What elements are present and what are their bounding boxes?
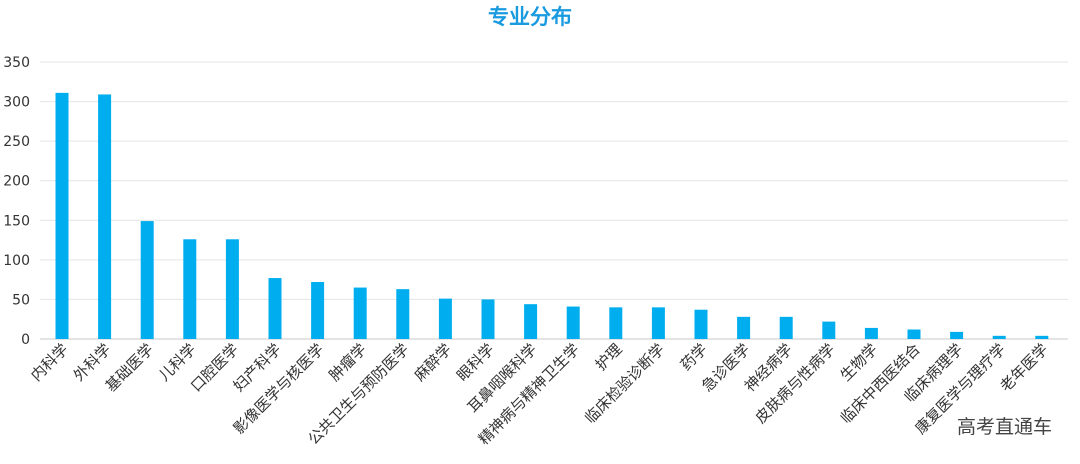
bar — [566, 306, 580, 339]
y-tick-label: 0 — [21, 332, 30, 348]
x-tick-label: 药学 — [677, 340, 711, 374]
bar — [864, 327, 878, 339]
y-axis-ticks: 0 50 100 150 200 250 300 350 — [3, 55, 30, 348]
y-tick-label: 50 — [12, 292, 30, 308]
bar — [353, 287, 367, 339]
bar — [651, 307, 665, 339]
bar — [183, 239, 197, 339]
bar — [438, 298, 452, 339]
y-tick-label: 100 — [3, 253, 30, 269]
bar — [481, 299, 495, 339]
bar — [992, 335, 1006, 339]
bar — [1035, 335, 1049, 339]
chart-title: 专业分布 — [488, 5, 572, 29]
bar — [907, 329, 921, 339]
x-tick-label: 麻醉学 — [411, 340, 456, 385]
bar — [140, 221, 154, 339]
y-tick-label: 350 — [3, 55, 30, 71]
bar — [524, 304, 538, 339]
bar — [694, 309, 708, 339]
bar — [55, 92, 69, 339]
bar — [822, 321, 836, 339]
y-tick-label: 300 — [3, 95, 30, 111]
y-tick-label: 250 — [3, 134, 30, 150]
y-tick-label: 150 — [3, 213, 30, 229]
x-tick-label: 基础医学 — [102, 340, 157, 395]
bar — [98, 94, 112, 339]
bar — [268, 278, 282, 339]
bar — [609, 307, 623, 339]
x-tick-label: 护理 — [592, 340, 626, 374]
bar — [311, 282, 325, 339]
x-axis-ticks: 内科学外科学基础医学儿科学口腔医学妇产科学影像医学与核医学肿瘤学公共卫生与预防医… — [27, 340, 1051, 448]
bar — [950, 331, 964, 339]
bar — [225, 239, 239, 339]
bars — [55, 92, 1049, 339]
bar — [779, 316, 793, 339]
y-tick-label: 200 — [3, 174, 30, 190]
bar — [737, 316, 751, 339]
x-tick-label: 内科学 — [27, 340, 72, 385]
bar — [396, 289, 410, 339]
x-tick-label: 老年医学 — [996, 340, 1051, 395]
watermark-text: 高考直通车 — [956, 416, 1052, 438]
grid-lines — [40, 61, 1068, 340]
